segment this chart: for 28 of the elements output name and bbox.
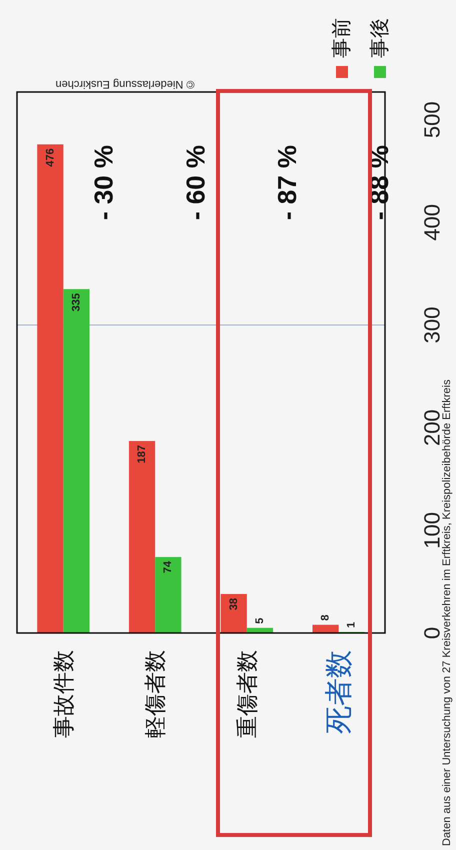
data-label: 187	[136, 445, 148, 464]
bar	[155, 557, 182, 633]
data-label: 74	[162, 560, 174, 574]
x-tick-label: 軽傷者数	[142, 650, 168, 738]
text: © Niederlassung Euskirchen	[56, 78, 194, 90]
data-label: 5	[254, 618, 266, 624]
text: Daten aus einer Untersuchung von 27 Kreisverkehren im Erftkreis, Kreispolizeibehörde Erftkreis	[441, 379, 453, 846]
annotation: - 30 %	[88, 145, 118, 220]
annotation: - 87 %	[272, 145, 302, 220]
bar	[312, 624, 339, 633]
data-label: 335	[70, 293, 82, 312]
x-tick-label: 死者数	[323, 650, 354, 734]
text: 事後	[369, 18, 391, 58]
data-label: 8	[320, 614, 332, 621]
bar	[220, 594, 247, 633]
y-tick-label: 300	[420, 306, 444, 344]
y-tick-label: 400	[420, 204, 444, 241]
text: 事前	[331, 18, 353, 58]
data-label: 38	[228, 598, 240, 610]
bar	[37, 144, 64, 633]
data-label: 1	[346, 622, 358, 628]
bar	[128, 441, 156, 633]
x-tick-label: 重傷者数	[234, 650, 260, 738]
data-label: 476	[44, 148, 56, 167]
annotation: - 60 %	[180, 145, 210, 220]
x-tick-label: 事故件数	[50, 650, 76, 738]
bar	[63, 289, 90, 633]
y-tick-label: 500	[420, 101, 444, 138]
